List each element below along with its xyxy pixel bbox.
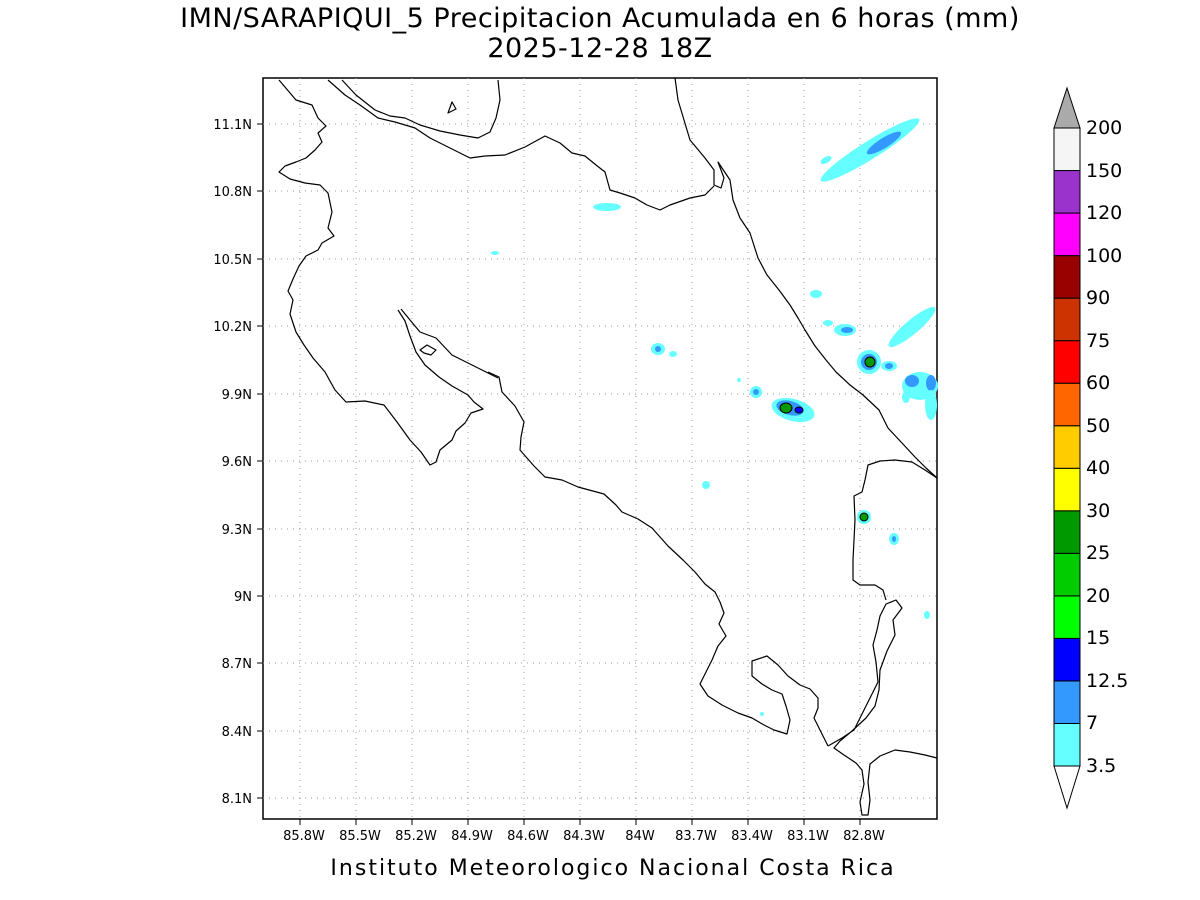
colorbar-swatch bbox=[1053, 170, 1081, 214]
colorbar-level-label: 25 bbox=[1086, 542, 1111, 565]
colorbar-min-arrow bbox=[1053, 765, 1081, 810]
colorbar-level-label: 120 bbox=[1086, 202, 1123, 225]
colorbar-swatch bbox=[1053, 552, 1081, 597]
colorbar-level-label: 150 bbox=[1086, 159, 1123, 182]
colorbar-swatch bbox=[1053, 637, 1081, 682]
coastlines bbox=[278, 77, 938, 816]
colorbar-level-label: 90 bbox=[1086, 287, 1111, 310]
grid-lines bbox=[263, 78, 937, 819]
colorbar-max-arrow bbox=[1053, 86, 1081, 129]
colorbar-level-label: 3.5 bbox=[1086, 755, 1117, 777]
lon-label: 84.3W bbox=[563, 829, 605, 844]
footer-credit: Instituto Meteorologico Nacional Costa R… bbox=[330, 856, 896, 881]
tick-marks bbox=[257, 123, 861, 825]
colorbar-legend: 3.5 7 12.5 15 20 25 30 40 50 60 75 90 100 120 150 200 bbox=[1052, 86, 1132, 816]
colorbar-level-label: 50 bbox=[1086, 414, 1111, 437]
colorbar-level-label: 40 bbox=[1086, 457, 1111, 480]
colorbar-level-label: 20 bbox=[1086, 584, 1111, 607]
lat-label: 9.3N bbox=[222, 523, 252, 538]
colorbar-swatches bbox=[1053, 86, 1081, 810]
lat-label: 8.7N bbox=[222, 657, 252, 672]
lon-label: 83.1W bbox=[787, 829, 829, 844]
colorbar-swatch bbox=[1053, 467, 1081, 512]
lon-label: 84W bbox=[625, 829, 655, 844]
lon-label: 85.8W bbox=[283, 829, 325, 844]
colorbar-swatch bbox=[1053, 680, 1081, 724]
lon-label: 82.8W bbox=[843, 829, 885, 844]
lon-label: 83.7W bbox=[675, 829, 717, 844]
colorbar-swatch bbox=[1053, 595, 1081, 639]
colorbar-swatch bbox=[1053, 425, 1081, 469]
colorbar-swatch bbox=[1053, 340, 1081, 384]
colorbar-swatch bbox=[1053, 212, 1081, 257]
lat-label: 11.1N bbox=[213, 118, 252, 133]
colorbar-swatch bbox=[1053, 127, 1081, 172]
lon-label: 84.6W bbox=[507, 829, 549, 844]
colorbar-level-label: 30 bbox=[1086, 499, 1111, 522]
lat-label: 10.8N bbox=[213, 185, 252, 200]
lat-label: 10.2N bbox=[213, 320, 252, 335]
colorbar-level-label: 100 bbox=[1086, 244, 1123, 267]
colorbar-level-label: 60 bbox=[1086, 372, 1111, 395]
lon-label: 85.2W bbox=[395, 829, 437, 844]
precipitation-areas bbox=[491, 118, 938, 716]
colorbar-level-label: 7 bbox=[1086, 712, 1099, 735]
colorbar-level-label: 200 bbox=[1086, 117, 1123, 139]
map-date: 2025-12-28 18Z bbox=[487, 33, 713, 64]
colorbar-swatch bbox=[1053, 297, 1081, 342]
colorbar-swatch bbox=[1053, 722, 1081, 767]
colorbar-swatch bbox=[1053, 510, 1081, 554]
lat-label: 8.1N bbox=[222, 792, 252, 807]
lat-label: 10.5N bbox=[213, 253, 252, 268]
colorbar-level-label: 75 bbox=[1086, 329, 1111, 352]
colorbar-swatch bbox=[1053, 255, 1081, 299]
colorbar-level-label: 15 bbox=[1086, 627, 1111, 650]
lon-label: 85.5W bbox=[339, 829, 381, 844]
lat-label: 9.9N bbox=[222, 388, 252, 403]
lon-label: 83.4W bbox=[731, 829, 773, 844]
colorbar-level-label: 12.5 bbox=[1086, 669, 1129, 692]
lat-label: 9.6N bbox=[222, 455, 252, 470]
plot-frame bbox=[262, 77, 938, 820]
lat-label: 9N bbox=[234, 590, 252, 605]
lat-label: 8.4N bbox=[222, 725, 252, 740]
colorbar-swatch bbox=[1053, 382, 1081, 427]
map-title: IMN/SARAPIQUI_5 Precipitacion Acumulada … bbox=[180, 3, 1020, 34]
lon-label: 84.9W bbox=[451, 829, 493, 844]
